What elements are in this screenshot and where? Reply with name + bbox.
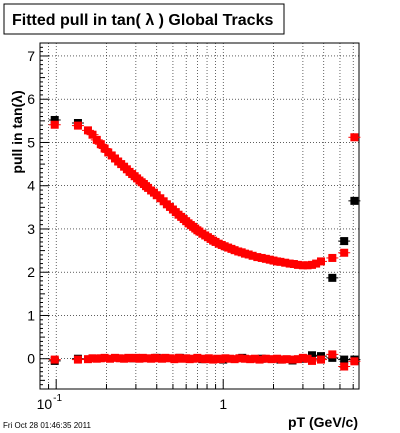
data-point-red	[73, 121, 82, 130]
data-point-red	[303, 354, 312, 363]
y-tick-label: 6	[27, 91, 35, 107]
x-tick-label: 1	[219, 396, 227, 412]
data-point-red	[50, 120, 59, 129]
data-point-red	[273, 354, 282, 363]
tick-labels: 0 1 2 3 4 5 6 7 10 -1 1	[27, 48, 227, 412]
data-point-red	[317, 257, 326, 266]
data-point-red	[328, 350, 337, 359]
data-point-red	[350, 357, 359, 366]
data-point-black	[328, 273, 337, 282]
data-point-red	[251, 354, 260, 363]
data-point-red	[100, 353, 109, 362]
footer-timestamp: Fri Oct 28 01:46:35 2011	[3, 421, 91, 430]
data-point-red	[83, 355, 92, 364]
data-point-red	[340, 248, 349, 257]
data-point-red	[312, 259, 321, 268]
x-tick-label: 10	[37, 396, 53, 412]
data-point-red	[106, 354, 115, 363]
data-point-red	[255, 355, 264, 364]
data-point-red	[317, 355, 326, 364]
data-point-red	[281, 258, 290, 267]
data-point-red	[340, 362, 349, 371]
data-point-red	[209, 355, 218, 364]
data-markers	[48, 115, 361, 371]
data-point-red	[73, 355, 82, 364]
x-tick-label-exponent: -1	[53, 393, 62, 404]
data-point-red	[276, 257, 285, 266]
y-tick-label: 2	[27, 264, 35, 280]
chart-title: Fitted pull in tan( λ ) Global Tracks	[12, 12, 273, 29]
y-tick-label: 1	[27, 307, 35, 323]
y-tick-label: 7	[27, 48, 35, 64]
data-point-black	[307, 351, 316, 360]
data-point-red	[88, 130, 97, 139]
data-point-red	[298, 353, 307, 362]
data-point-red	[253, 253, 262, 262]
y-tick-label: 0	[27, 351, 35, 367]
data-point-red	[92, 135, 101, 144]
data-point-red	[189, 354, 198, 363]
x-axis-label: pT (GeV/c)	[288, 414, 358, 430]
axis-ticks	[39, 46, 354, 389]
data-point-red	[193, 353, 202, 362]
data-point-red	[165, 354, 174, 363]
data-point-red	[293, 355, 302, 364]
data-point-red	[230, 355, 239, 364]
data-point-red	[307, 260, 316, 269]
plot-frame	[39, 42, 360, 390]
data-point-red	[120, 354, 129, 363]
data-point-red	[257, 253, 266, 262]
y-axis-label: pull in tan(λ)	[9, 90, 25, 173]
data-point-red	[96, 140, 105, 149]
y-tick-label: 3	[27, 221, 35, 237]
data-point-red	[83, 126, 92, 135]
y-tick-label: 5	[27, 134, 35, 150]
y-tick-label: 4	[27, 178, 35, 194]
data-point-red	[307, 356, 316, 365]
title-box	[3, 3, 285, 35]
data-point-red	[328, 253, 337, 262]
data-point-red	[170, 355, 179, 364]
grid	[39, 43, 359, 389]
data-point-red	[248, 251, 257, 260]
data-point-red	[350, 133, 359, 142]
data-point-black	[350, 196, 359, 205]
data-point-red	[50, 355, 59, 364]
data-point-black	[340, 237, 349, 246]
data-point-black	[340, 355, 349, 364]
data-point-red	[204, 354, 213, 363]
data-point-red	[217, 355, 226, 364]
data-point-black	[50, 115, 59, 124]
